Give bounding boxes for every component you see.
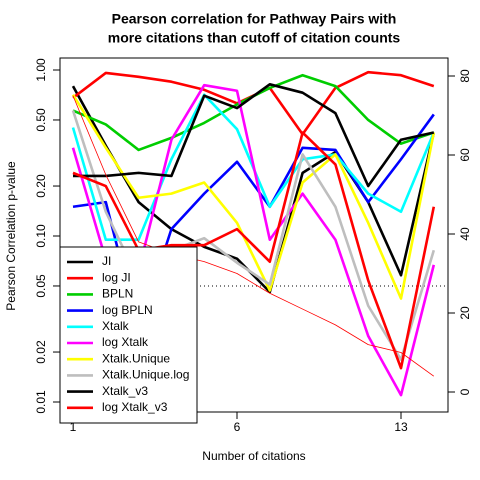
legend-label: Xtalk bbox=[102, 319, 130, 333]
y-axis-label: Pearson Correlation p-value bbox=[4, 161, 18, 311]
x-axis-label: Number of citations bbox=[202, 449, 305, 463]
legend-label: Xtalk.Unique bbox=[102, 351, 170, 365]
y-tick-label: 0.20 bbox=[34, 174, 48, 198]
y-tick-label: 1.00 bbox=[34, 58, 48, 82]
y2-tick-label: 0 bbox=[458, 388, 472, 395]
legend-label: Xtalk.Unique.log bbox=[102, 368, 189, 382]
y2-tick-label: 40 bbox=[458, 227, 472, 241]
legend-label: JI bbox=[102, 254, 111, 268]
legend-label: log Xtalk bbox=[102, 335, 149, 349]
y-tick-label: 0.10 bbox=[34, 224, 48, 248]
x-tick-label: 6 bbox=[234, 420, 241, 434]
series-line bbox=[73, 83, 435, 188]
legend-label: log BPLN bbox=[102, 303, 153, 317]
x-tick-label: 1 bbox=[70, 420, 77, 434]
y-tick-label: 0.01 bbox=[34, 390, 48, 414]
legend-box bbox=[59, 246, 198, 424]
legend-label: Xtalk_v3 bbox=[102, 384, 148, 398]
chart-title: more citations than cutoff of citation c… bbox=[108, 30, 401, 46]
y-tick-label: 0.50 bbox=[34, 108, 48, 132]
count-line bbox=[72, 95, 435, 377]
legend-label: log Xtalk_v3 bbox=[102, 400, 168, 414]
y2-tick-label: 20 bbox=[458, 306, 472, 320]
y2-tick-label: 80 bbox=[458, 69, 472, 83]
y-tick-label: 0.05 bbox=[34, 274, 48, 298]
y-tick-label: 0.02 bbox=[34, 340, 48, 364]
x-tick-label: 13 bbox=[394, 420, 408, 434]
series-line bbox=[72, 131, 436, 370]
series-line bbox=[71, 85, 436, 294]
legend-label: BPLN bbox=[102, 287, 133, 301]
chart-title: Pearson correlation for Pathway Pairs wi… bbox=[112, 11, 397, 27]
series-line bbox=[71, 94, 436, 300]
y2-tick-label: 60 bbox=[458, 148, 472, 162]
legend-label: log JI bbox=[102, 270, 131, 284]
